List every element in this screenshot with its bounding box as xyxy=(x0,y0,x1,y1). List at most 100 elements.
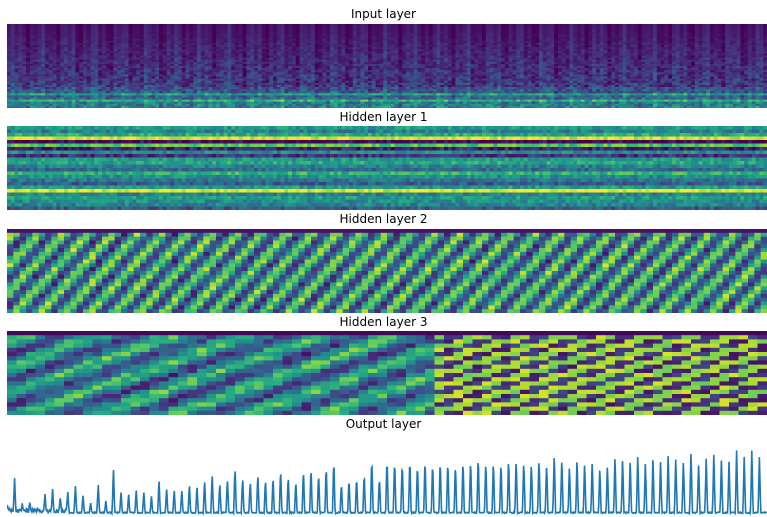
input-layer-cell xyxy=(622,66,627,69)
input-layer-cell xyxy=(143,74,149,78)
input-layer-cell xyxy=(292,53,297,57)
input-layer-cell xyxy=(147,36,152,40)
input-layer-cell xyxy=(170,32,175,36)
input-layer-cell xyxy=(284,47,289,50)
input-layer-cell xyxy=(375,38,380,42)
input-layer-cell xyxy=(417,57,422,61)
input-layer-cell xyxy=(333,40,339,44)
input-layer-cell xyxy=(86,42,92,46)
input-layer-cell xyxy=(470,26,475,29)
input-layer-cell xyxy=(493,72,498,75)
input-layer-cell xyxy=(447,68,453,71)
input-layer-cell xyxy=(694,45,700,48)
input-layer-cell xyxy=(440,24,445,27)
input-layer-cell xyxy=(219,49,225,52)
input-layer-cell xyxy=(436,32,441,36)
input-layer-cell xyxy=(668,57,673,61)
input-layer-cell xyxy=(299,34,304,38)
input-layer-cell xyxy=(748,49,753,52)
input-layer-cell xyxy=(637,42,643,46)
input-layer-cell xyxy=(751,38,757,42)
input-layer-cell xyxy=(531,66,536,69)
input-layer-cell xyxy=(474,57,479,61)
input-layer-cell xyxy=(322,40,327,44)
input-layer-cell xyxy=(10,36,16,40)
input-layer-cell xyxy=(535,49,540,52)
input-layer-cell xyxy=(189,57,194,61)
input-layer-cell xyxy=(425,70,430,73)
input-layer-cell xyxy=(269,36,274,40)
input-layer-cell xyxy=(713,70,719,73)
input-layer-cell xyxy=(489,32,494,36)
input-layer-cell xyxy=(615,36,620,40)
input-layer-cell xyxy=(280,42,285,46)
input-layer-cell xyxy=(577,55,582,59)
input-layer-cell xyxy=(736,42,741,46)
input-layer-cell xyxy=(713,47,719,50)
input-layer-cell xyxy=(18,28,23,31)
input-layer-cell xyxy=(159,47,164,50)
input-layer-cell xyxy=(14,45,19,48)
input-layer-cell xyxy=(675,53,681,57)
input-layer-cell xyxy=(535,53,540,57)
input-layer-cell xyxy=(729,26,734,29)
input-layer-cell xyxy=(569,49,574,52)
input-layer-cell xyxy=(181,55,187,59)
input-layer-cell xyxy=(284,68,289,71)
input-layer-cell xyxy=(440,57,445,61)
input-layer-cell xyxy=(596,32,601,36)
input-layer-cell xyxy=(759,45,764,48)
input-layer-cell xyxy=(713,40,719,44)
input-layer-cell xyxy=(478,24,483,27)
input-layer-cell xyxy=(463,59,468,63)
input-layer-cell xyxy=(383,53,388,57)
input-layer-cell xyxy=(634,66,639,69)
input-layer-cell xyxy=(326,30,331,33)
input-layer-cell xyxy=(170,42,175,46)
input-layer-cell xyxy=(360,61,365,65)
input-layer-cell xyxy=(512,40,517,44)
input-layer-cell xyxy=(725,72,730,75)
input-layer-cell xyxy=(345,59,350,63)
input-layer-cell xyxy=(185,38,190,42)
input-layer-cell xyxy=(83,42,88,46)
input-layer-cell xyxy=(360,45,365,48)
input-layer-cell xyxy=(314,34,320,38)
input-layer-cell xyxy=(421,30,426,33)
input-layer-cell xyxy=(219,68,225,71)
input-layer-cell xyxy=(634,72,639,75)
input-layer-cell xyxy=(432,66,437,69)
input-layer-cell xyxy=(653,51,658,54)
input-layer-cell xyxy=(607,28,612,31)
input-layer-cell xyxy=(155,49,160,52)
input-layer-cell xyxy=(478,53,483,57)
input-layer-cell xyxy=(428,34,434,38)
input-layer-cell xyxy=(143,32,149,36)
input-layer-cell xyxy=(710,59,715,63)
input-layer-cell xyxy=(755,26,760,29)
input-layer-cell xyxy=(14,28,19,31)
input-layer-cell xyxy=(185,57,190,61)
input-layer-cell xyxy=(26,49,31,52)
input-layer-cell xyxy=(630,28,635,31)
input-layer-cell xyxy=(94,32,99,36)
input-layer-cell xyxy=(140,74,145,78)
input-layer-cell xyxy=(174,70,179,73)
input-layer-cell xyxy=(732,36,738,40)
input-layer-cell xyxy=(276,51,282,54)
input-layer-cell xyxy=(466,40,472,44)
input-layer-cell xyxy=(421,57,426,61)
input-layer-cell xyxy=(485,66,491,69)
input-layer-cell xyxy=(318,26,323,29)
input-layer-cell xyxy=(330,55,335,59)
input-layer-cell xyxy=(710,70,715,73)
input-layer-cell xyxy=(345,61,350,65)
input-layer-cell xyxy=(181,30,187,33)
input-layer-cell xyxy=(634,28,639,31)
input-layer-cell xyxy=(105,55,111,59)
input-layer-cell xyxy=(679,53,684,57)
input-layer-cell xyxy=(337,59,342,63)
input-layer-cell xyxy=(162,72,168,75)
input-layer-cell xyxy=(208,68,213,71)
input-layer-cell xyxy=(569,36,574,40)
